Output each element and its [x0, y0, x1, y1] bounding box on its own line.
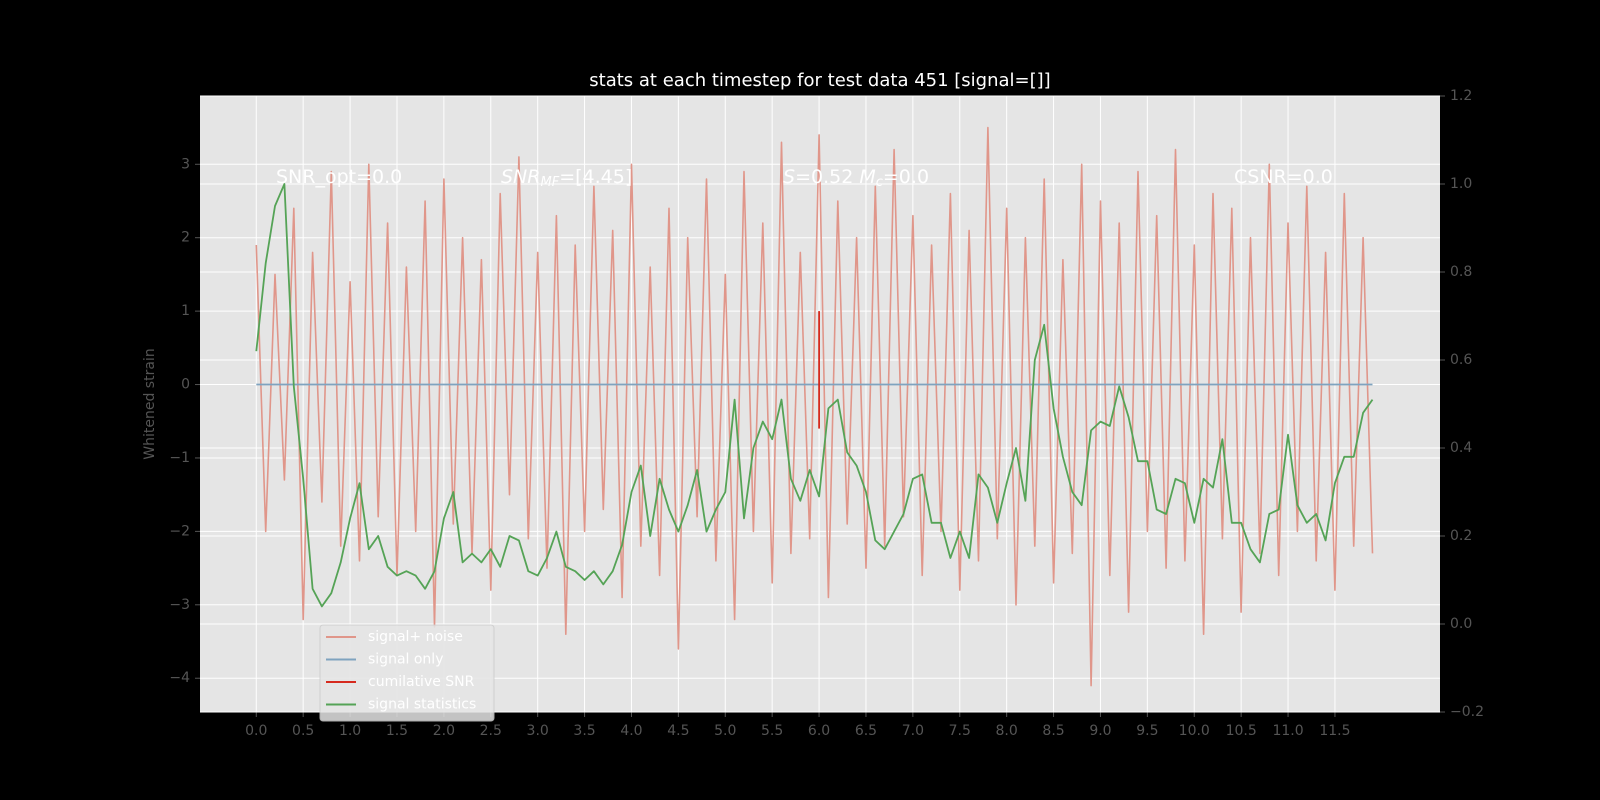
y-axis-label: Whitened strain	[142, 348, 158, 459]
x-tick-label: 8.5	[1042, 723, 1064, 739]
annotation-part: SNR_opt=0.0	[276, 166, 402, 188]
x-tick-label: 0.0	[245, 723, 267, 739]
x-tick-label: 1.0	[339, 723, 361, 739]
y2-tick-label: 0.8	[1450, 264, 1472, 280]
x-tick-label: 7.0	[902, 723, 924, 739]
legend-label: signal+ noise	[368, 629, 463, 645]
x-tick-label: 3.0	[527, 723, 549, 739]
annotation-part: SNR	[501, 166, 540, 188]
y2-tick-label: 1.0	[1450, 176, 1472, 192]
annotation: S=0.52 Mc=0.0	[783, 166, 929, 190]
x-tick-label: 3.5	[573, 723, 595, 739]
y2-tick-label: 0.0	[1450, 616, 1472, 632]
x-tick-label: 6.5	[855, 723, 877, 739]
y2-tick-label: 0.6	[1450, 352, 1472, 368]
y2-tick-label: 0.4	[1450, 440, 1472, 456]
x-tick-label: 10.0	[1179, 723, 1210, 739]
annotation-part: =0.0	[883, 166, 929, 188]
y-tick-label: 1	[181, 303, 190, 319]
annotation-part: c	[876, 175, 883, 190]
x-tick-label: 7.5	[949, 723, 971, 739]
annotation-part: M	[859, 166, 875, 188]
x-tick-label: 0.5	[292, 723, 314, 739]
x-tick-label: 5.5	[761, 723, 783, 739]
annotation-part: S	[783, 166, 795, 188]
x-tick-label: 8.0	[996, 723, 1018, 739]
y-tick-label: −4	[169, 670, 190, 686]
x-tick-label: 1.5	[386, 723, 408, 739]
y-tick-label: 3	[181, 156, 190, 172]
x-tick-label: 9.0	[1089, 723, 1111, 739]
legend-label: signal only	[368, 652, 443, 668]
annotation-part: MF	[540, 175, 559, 190]
y2-tick-label: −0.2	[1450, 704, 1484, 720]
legend-label: cumilative SNR	[368, 674, 475, 690]
annotation: CSNR=0.0	[1234, 166, 1333, 188]
x-tick-label: 2.5	[480, 723, 502, 739]
series-line	[255, 126, 1374, 687]
annotation: SNRMF=[4.45]	[501, 166, 632, 190]
annotation-part: =[4.45]	[559, 166, 632, 188]
x-tick-label: 10.5	[1226, 723, 1257, 739]
y-tick-label: −2	[169, 523, 190, 539]
x-tick-label: 9.5	[1136, 723, 1158, 739]
y2-tick-label: 1.2	[1450, 88, 1472, 104]
x-tick-label: 4.5	[667, 723, 689, 739]
x-tick-label: 2.0	[433, 723, 455, 739]
x-tick-label: 11.5	[1319, 723, 1350, 739]
x-tick-label: 11.0	[1272, 723, 1303, 739]
legend-box	[319, 624, 495, 722]
y-tick-label: 0	[181, 377, 190, 393]
y2-tick-label: 0.2	[1450, 528, 1472, 544]
series-line	[255, 183, 1374, 608]
x-tick-label: 4.0	[620, 723, 642, 739]
chart-title: stats at each timestep for test data 451…	[589, 70, 1050, 91]
y-tick-label: −1	[169, 450, 190, 466]
annotation-part: =0.52	[795, 166, 859, 188]
legend-label: signal statistics	[368, 697, 476, 713]
x-tick-label: 6.0	[808, 723, 830, 739]
annotation-part: CSNR=0.0	[1234, 166, 1333, 188]
x-tick-label: 5.0	[714, 723, 736, 739]
y-tick-label: 2	[181, 230, 190, 246]
annotation: SNR_opt=0.0	[276, 166, 402, 188]
y-tick-label: −3	[169, 597, 190, 613]
